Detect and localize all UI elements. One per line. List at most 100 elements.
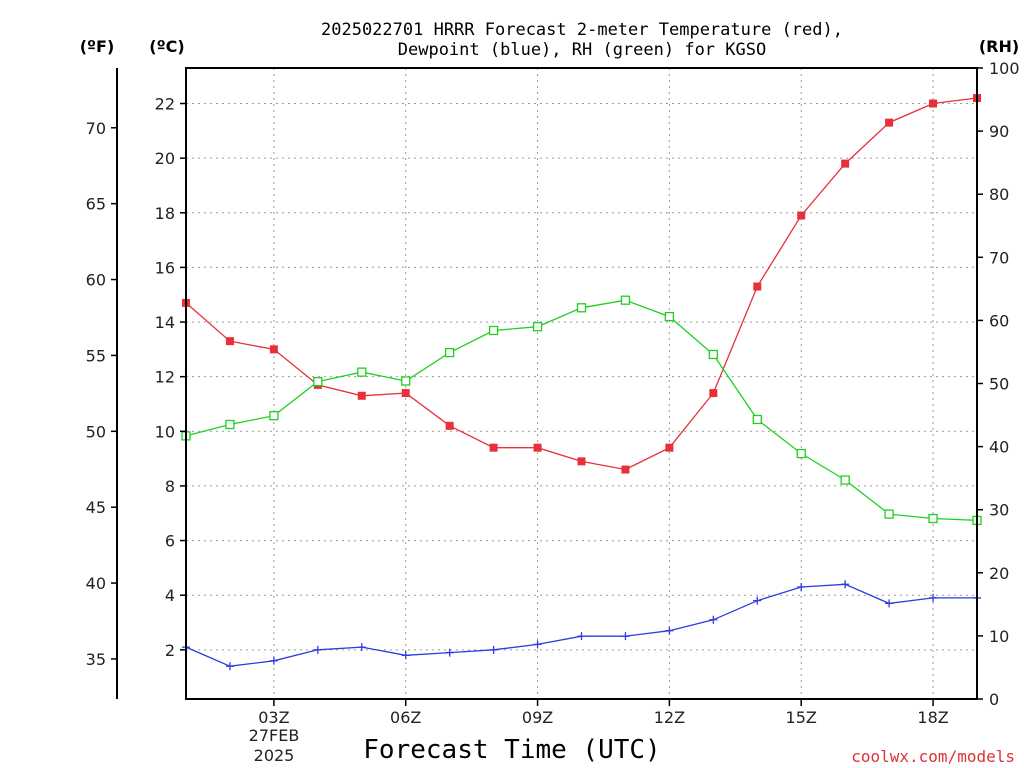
fahrenheit-tick-label: 55	[86, 346, 106, 365]
celsius-tick-label: 4	[165, 586, 175, 605]
celsius-tick-label: 16	[155, 258, 175, 277]
rh-point	[225, 419, 235, 430]
dewpoint-point	[313, 645, 322, 654]
fahrenheit-tick-label: 45	[86, 498, 106, 517]
fahrenheit-tick-label: 40	[86, 574, 106, 593]
dewpoint-line	[185, 583, 977, 667]
rh-point	[313, 376, 323, 387]
plot-frame	[185, 67, 978, 700]
celsius-tick-label: 20	[155, 149, 175, 168]
dewpoint-point	[269, 656, 278, 665]
dewpoint-point	[401, 651, 410, 660]
rh-tick-label: 30	[989, 501, 1009, 520]
fahrenheit-tick-label: 50	[86, 422, 106, 441]
dewpoint-point	[797, 583, 806, 592]
fahrenheit-tick-label: 60	[86, 271, 106, 290]
rh-tick-label: 10	[989, 627, 1009, 646]
x-tick-label: 15Z	[786, 708, 817, 727]
source-credit: coolwx.com/models	[851, 747, 1015, 766]
temperature-point	[445, 421, 454, 430]
temperature-point	[621, 465, 630, 474]
dewpoint-point	[929, 593, 938, 602]
rh-point	[532, 322, 543, 332]
celsius-tick-label: 8	[165, 477, 175, 496]
rh-point	[357, 367, 367, 377]
rh-axis-unit: (RH)	[979, 37, 1019, 56]
rh-point	[840, 475, 850, 485]
dewpoint-point	[489, 645, 498, 654]
dewpoint-point	[753, 596, 762, 605]
x-date-label-year: 2025	[254, 746, 295, 765]
temperature-point	[665, 443, 674, 452]
fahrenheit-tick-label: 70	[86, 119, 106, 138]
rh-tick-label: 70	[989, 248, 1009, 267]
rh-point	[401, 376, 411, 386]
temperature-point	[533, 443, 542, 452]
dewpoint-point	[841, 580, 850, 589]
temperature-point	[885, 118, 894, 127]
tick-labels: 2 4 6 8 10 12 14 16 18 20 22 35 40 45 50 55 60 65 70 0 10 20 3…	[86, 59, 1020, 727]
rh-tick-label: 0	[989, 690, 999, 709]
rh-point	[752, 414, 762, 425]
celsius-tick-label: 18	[155, 204, 175, 223]
fahrenheit-axis-unit: (ºF)	[80, 37, 115, 56]
dewpoint-point	[225, 662, 234, 671]
fahrenheit-tick-label: 65	[86, 195, 106, 214]
dewpoint-point	[577, 632, 586, 641]
rh-point	[445, 347, 455, 358]
fahrenheit-tick-label: 35	[86, 650, 106, 669]
rh-point	[796, 448, 806, 459]
dewpoint-point	[357, 643, 366, 652]
dewpoint-point	[445, 648, 454, 657]
rh-line	[185, 299, 978, 522]
chart-title-line-2: Dewpoint (blue), RH (green) for KGSO	[398, 40, 766, 60]
rh-point	[620, 295, 631, 305]
temperature-point	[225, 337, 234, 346]
temperature-point	[357, 391, 366, 400]
x-date-label-day: 27FEB	[249, 726, 300, 745]
dewpoint-point	[885, 599, 894, 608]
rh-tick-label: 80	[989, 185, 1009, 204]
rh-tick-label: 100	[989, 59, 1020, 78]
rh-point	[708, 349, 718, 360]
temperature-point	[577, 457, 586, 466]
temperature-point	[709, 389, 718, 398]
celsius-tick-label: 12	[155, 368, 175, 387]
dewpoint-point	[621, 632, 630, 641]
dewpoint-series	[182, 580, 981, 671]
x-tick-label: 12Z	[654, 708, 685, 727]
temperature-point	[489, 443, 498, 452]
series-layer	[181, 94, 982, 671]
rh-point	[928, 513, 938, 524]
celsius-tick-label: 2	[165, 641, 175, 660]
rh-tick-label: 50	[989, 375, 1009, 394]
rh-point	[884, 509, 894, 519]
x-tick-label: 18Z	[917, 708, 948, 727]
rh-point	[488, 325, 499, 336]
temperature-point	[401, 389, 410, 398]
temperature-point	[269, 345, 278, 354]
temperature-point	[797, 211, 806, 220]
celsius-tick-label: 22	[155, 95, 175, 114]
dewpoint-point	[665, 626, 674, 635]
dewpoint-point	[709, 615, 718, 624]
x-tick-label: 06Z	[390, 708, 421, 727]
chart-title-line-1: 2025022701 HRRR Forecast 2-meter Tempera…	[321, 20, 843, 40]
rh-point	[576, 303, 587, 313]
celsius-axis-unit: (ºC)	[149, 37, 184, 56]
celsius-tick-label: 10	[155, 422, 175, 441]
rh-tick-label: 40	[989, 438, 1009, 457]
rh-tick-label: 60	[989, 311, 1009, 330]
celsius-tick-label: 6	[165, 532, 175, 551]
x-tick-label: 09Z	[522, 708, 553, 727]
temperature-line	[185, 97, 978, 471]
temperature-point	[929, 99, 938, 108]
temperature-point	[753, 282, 762, 291]
temperature-series	[182, 94, 981, 474]
x-axis-label: Forecast Time (UTC)	[363, 735, 660, 765]
rh-series	[181, 295, 982, 526]
temperature-point	[841, 159, 850, 168]
rh-point	[664, 311, 675, 322]
rh-tick-label: 90	[989, 122, 1009, 141]
